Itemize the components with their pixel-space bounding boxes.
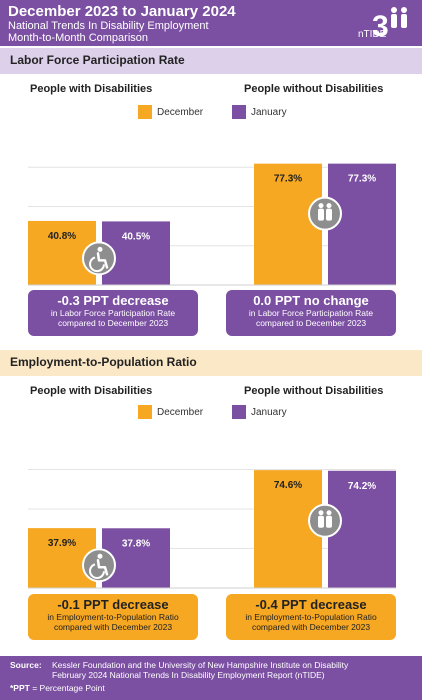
callout-epop-pwd: -0.1 PPT decrease in Employment-to-Popul… (28, 594, 198, 640)
source-label: Source: (10, 660, 42, 670)
legend-swatch-december (138, 105, 152, 119)
callout-line1: in Employment-to-Population Ratio (245, 612, 377, 622)
callout-headline: 0.0 PPT no change (253, 293, 369, 308)
section-title-lfpr: Labor Force Participation Rate (0, 48, 422, 74)
people-icon-head-0 (318, 510, 324, 516)
wheelchair-icon-wheel (89, 256, 105, 273)
wheelchair-icon-head (97, 246, 103, 252)
section-title-epop: Employment-to-Population Ratio (0, 350, 422, 376)
legend-december-2: December (138, 405, 203, 419)
legend-swatch-january (232, 405, 246, 419)
callout-headline: -0.4 PPT decrease (255, 597, 367, 612)
people-icon-body-1 (326, 208, 332, 221)
callout-line2: compared with December 2023 (251, 622, 371, 632)
callout-lfpr-pwd: -0.3 PPT decrease in Labor Force Partici… (28, 290, 198, 336)
people-icon-head-1 (326, 203, 332, 209)
legend-december-1: December (138, 105, 203, 119)
callout-lfpr-pwod: 0.0 PPT no change in Labor Force Partici… (226, 290, 396, 336)
data-label: 37.9% (48, 538, 76, 549)
people-icon-head-1 (326, 510, 332, 516)
people-icon-head-0 (318, 203, 324, 209)
wheelchair-icon-head (97, 553, 103, 559)
footer: Source: Kessler Foundation and the Unive… (0, 656, 422, 700)
source-text: Kessler Foundation and the University of… (52, 660, 348, 680)
source-line-2: February 2024 National Trends In Disabil… (52, 670, 325, 680)
group-label-pwod-epop: People without Disabilities (244, 385, 384, 397)
data-label: 77.3% (274, 174, 302, 185)
people-icon-body-0 (318, 208, 324, 221)
legend-swatch-december (138, 405, 152, 419)
data-label: 77.3% (348, 174, 376, 185)
note-text: = Percentage Point (29, 683, 105, 693)
header-banner: December 2023 to January 2024 National T… (0, 0, 422, 46)
wheelchair-icon-body (96, 252, 109, 269)
legend-swatch-january (232, 105, 246, 119)
data-label: 74.2% (348, 481, 376, 492)
wheelchair-icon-wheel (89, 563, 105, 579)
ntide-logo-icon: 3 (372, 7, 407, 43)
page-title: December 2023 to January 2024 (8, 3, 236, 20)
legend-label-january: January (251, 406, 287, 418)
callout-line1: in Labor Force Participation Rate (50, 308, 176, 318)
svg-text:3: 3 (372, 10, 389, 42)
data-label: 40.5% (122, 231, 150, 242)
page-subtitle-1: National Trends In Disability Employment (8, 20, 209, 32)
people-icon (308, 503, 342, 538)
data-label: 40.8% (48, 231, 76, 242)
people-icon-body-0 (318, 515, 324, 528)
group-label-pwd-lfpr: People with Disabilities (30, 83, 153, 95)
footer-note: *PPT = Percentage Point (10, 683, 412, 693)
callout-epop-pwod: -0.4 PPT decrease in Employment-to-Popul… (226, 594, 396, 640)
bar-january (328, 163, 396, 285)
footer-source: Source: Kessler Foundation and the Unive… (10, 660, 412, 680)
group-label-pwd-epop: People with Disabilities (30, 385, 153, 397)
callout-headline: -0.1 PPT decrease (57, 597, 169, 612)
people-icon (308, 196, 342, 231)
logo-text: nTIDE (358, 29, 387, 40)
data-label: 37.8% (122, 538, 150, 549)
people-icon-body-1 (326, 515, 332, 528)
data-label: 74.6% (274, 480, 302, 491)
legend-january-2: January (232, 405, 287, 419)
callout-line1: in Labor Force Participation Rate (248, 308, 374, 318)
page-subtitle-2: Month-to-Month Comparison (8, 32, 149, 44)
callout-line2: compared with December 2023 (53, 622, 173, 632)
callout-line1: in Employment-to-Population Ratio (47, 612, 179, 622)
callout-line2: compared to December 2023 (255, 318, 367, 328)
legend-label-december: December (157, 406, 204, 418)
wheelchair-icon-body (96, 559, 109, 576)
legend-label-december: December (157, 106, 204, 118)
legend-label-january: January (251, 106, 287, 118)
source-line-1: Kessler Foundation and the University of… (52, 660, 349, 670)
note-label: *PPT (10, 683, 30, 693)
legend-january-1: January (232, 105, 287, 119)
group-label-pwod-lfpr: People without Disabilities (244, 83, 384, 95)
bar-december (254, 163, 322, 285)
callout-line2: compared to December 2023 (57, 318, 169, 328)
ntide-logo: 3 nTIDE (358, 4, 414, 43)
callout-headline: -0.3 PPT decrease (57, 293, 169, 308)
